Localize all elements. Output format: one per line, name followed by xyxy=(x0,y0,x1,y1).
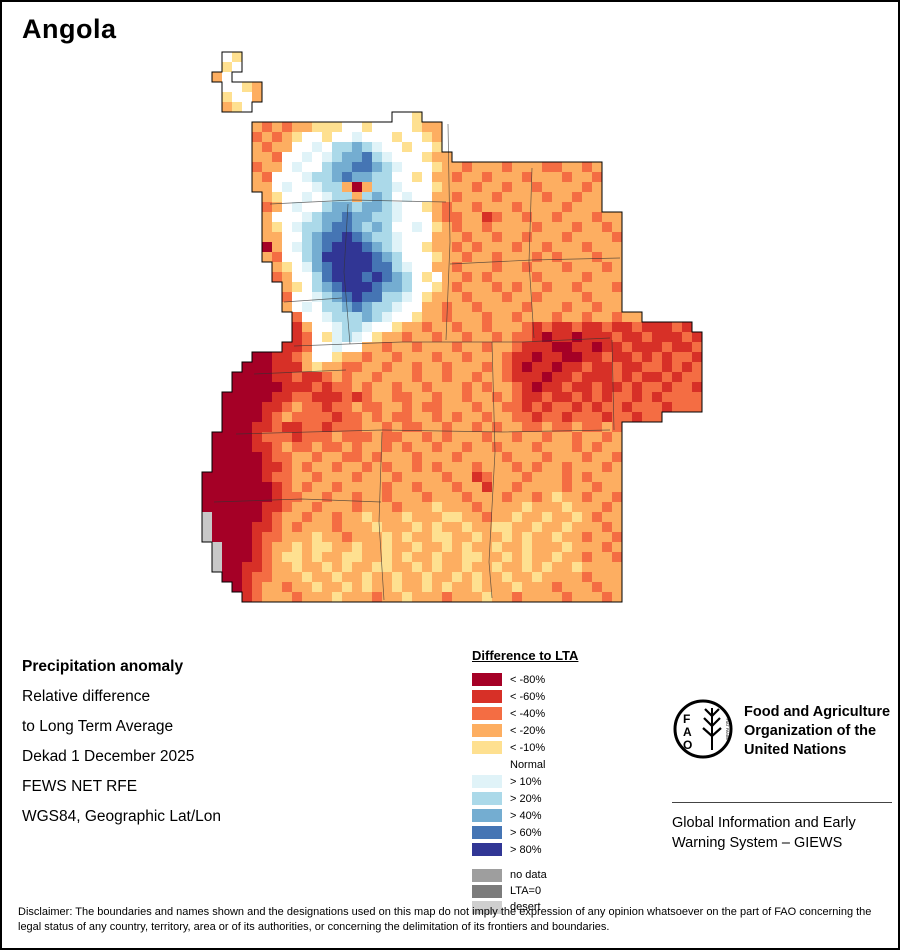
legend-item-label: < -20% xyxy=(510,724,546,737)
legend-item-label: LTA=0 xyxy=(510,885,542,897)
legend-item-label: no data xyxy=(510,869,547,881)
legend-item-label: < -60% xyxy=(510,690,546,703)
legend-swatch xyxy=(472,826,502,839)
legend-swatch xyxy=(472,868,502,882)
page-title: Angola xyxy=(22,14,117,44)
giews-name: Global Information and Early Warning Syst… xyxy=(672,813,892,853)
map-svg xyxy=(201,51,703,603)
legend-item: > 40% xyxy=(472,807,578,824)
legend-item: no data xyxy=(472,867,578,883)
text-line: Relative difference xyxy=(22,688,151,705)
legend-swatch xyxy=(472,741,502,754)
legend-swatch xyxy=(472,843,502,856)
fao-logo-icon: F A O FIAT PANIS xyxy=(673,699,733,759)
legend-title: Difference to LTA xyxy=(472,648,579,663)
legend-item: < -40% xyxy=(472,705,578,722)
legend-item: > 60% xyxy=(472,824,578,841)
legend-swatch xyxy=(472,758,502,771)
legend-item: < -20% xyxy=(472,722,578,739)
legend-item: < -60% xyxy=(472,688,578,705)
fao-block: F A O FIAT PANIS Food and Agriculture Org… xyxy=(672,698,892,853)
text-line: Food and Agriculture xyxy=(744,704,891,720)
legend-swatch xyxy=(472,673,502,686)
legend-item-label: > 10% xyxy=(510,775,542,788)
legend-item: > 80% xyxy=(472,841,578,858)
legend-item: < -10% xyxy=(472,739,578,756)
fao-logo-letter: A xyxy=(683,725,692,739)
fao-header: F A O FIAT PANIS Food and Agriculture Org… xyxy=(672,698,892,766)
legend-swatch xyxy=(472,884,502,898)
legend-item: Normal xyxy=(472,756,578,773)
legend-item-label: Normal xyxy=(510,758,546,771)
text-line: Organization of the xyxy=(744,723,877,739)
legend-item-label: > 80% xyxy=(510,843,542,856)
legend-item-label: > 40% xyxy=(510,809,542,822)
legend-item: LTA=0 xyxy=(472,883,578,899)
fao-logo-letter: O xyxy=(683,738,692,752)
legend-swatch xyxy=(472,809,502,822)
text-line: United Nations xyxy=(744,742,847,758)
wheat-ear-icon xyxy=(702,708,722,737)
legend-item: > 20% xyxy=(472,790,578,807)
legend-item-label: < -10% xyxy=(510,741,546,754)
legend-swatch xyxy=(472,792,502,805)
info-heading: Precipitation anomaly xyxy=(22,658,184,675)
legend-items: < -80% < -60% < -40% < -20% < -10% Normal > 10… xyxy=(472,671,578,858)
fao-logo-motto: FIAT PANIS xyxy=(725,718,730,739)
text-line: Dekad 1 December 2025 xyxy=(22,748,195,765)
legend-swatch xyxy=(472,775,502,788)
legend-swatch xyxy=(472,690,502,703)
legend-item-label: desert xyxy=(510,901,541,913)
text-line: Warning System – GIEWS xyxy=(672,835,843,851)
legend-swatch xyxy=(472,900,502,914)
legend-extra-items: no data LTA=0 desert xyxy=(472,867,578,915)
legend-item: > 10% xyxy=(472,773,578,790)
legend-item: < -80% xyxy=(472,671,578,688)
legend-item-label: < -80% xyxy=(510,673,546,686)
legend-item-label: > 20% xyxy=(510,792,542,805)
legend: Difference to LTA < -80% < -60% < -40% < -2… xyxy=(472,648,578,915)
fao-logo-letter: F xyxy=(683,712,690,726)
legend-item-label: < -40% xyxy=(510,707,546,720)
fao-divider xyxy=(672,802,892,803)
info-lines: Relative difference to Long Term Average D… xyxy=(22,682,221,832)
info-block: Precipitation anomaly Relative differenc… xyxy=(22,652,221,832)
disclaimer-text: Disclaimer: The boundaries and names sho… xyxy=(18,906,872,934)
legend-item-label: > 60% xyxy=(510,826,542,839)
legend-item: desert xyxy=(472,899,578,915)
legend-swatch xyxy=(472,707,502,720)
text-line: FEWS NET RFE xyxy=(22,778,138,795)
text-line: to Long Term Average xyxy=(22,718,174,735)
fao-org-name: Food and Agriculture Organization of the U… xyxy=(744,698,890,760)
text-line: Global Information and Early xyxy=(672,815,856,831)
text-line: WGS84, Geographic Lat/Lon xyxy=(22,808,222,825)
legend-swatch xyxy=(472,724,502,737)
